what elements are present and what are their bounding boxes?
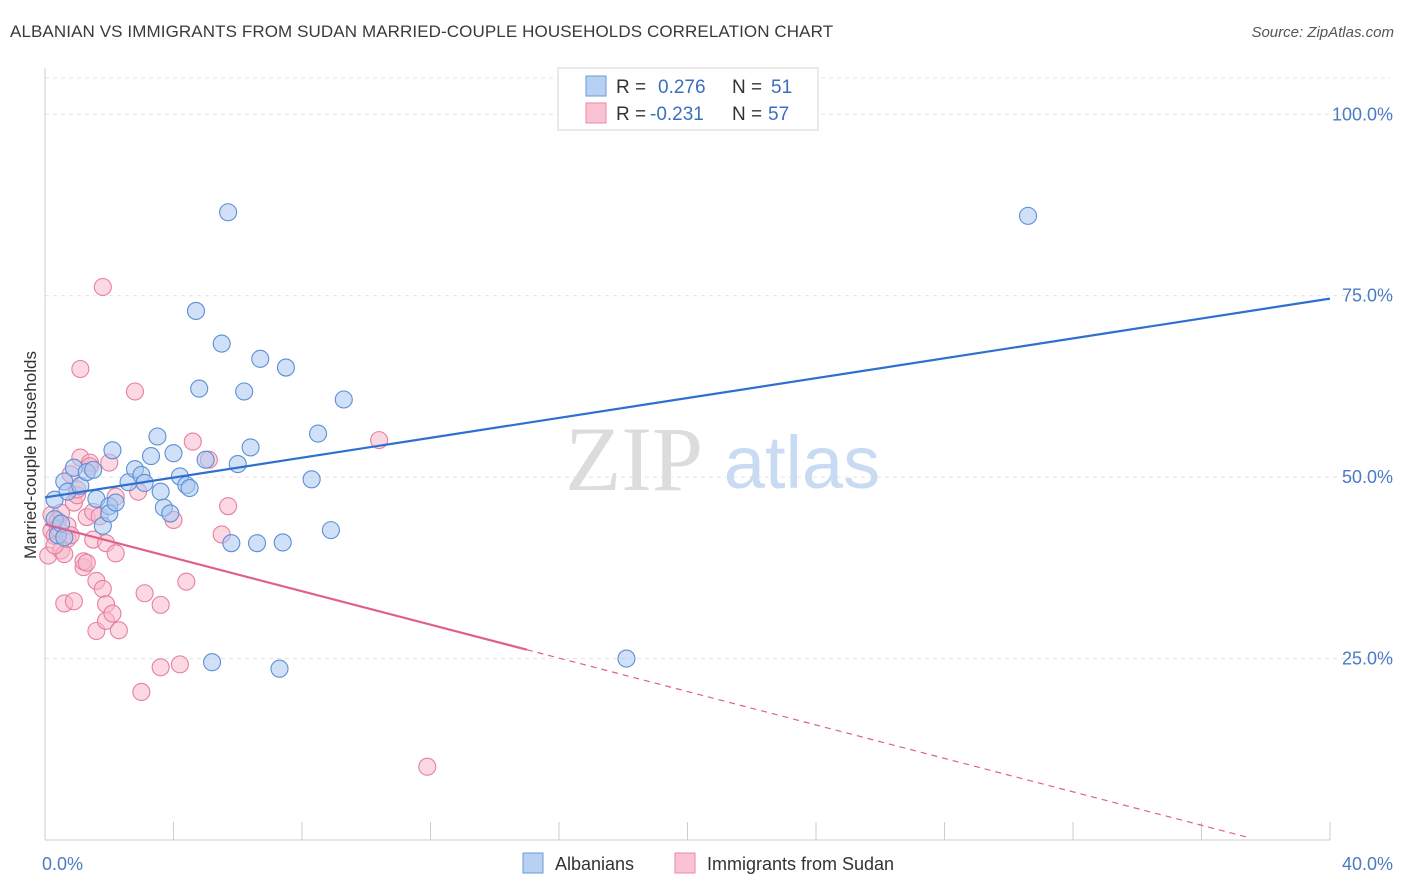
y-tick-label-75: 75.0% xyxy=(1342,286,1393,306)
point-sudan-40 xyxy=(109,621,128,640)
point-sudan-22 xyxy=(77,553,96,572)
legend-r-value-2: -0.231 xyxy=(650,104,704,125)
point-sudan-45 xyxy=(151,595,170,614)
trend-line-albanians xyxy=(44,297,1331,499)
legend-n-label-2: N = xyxy=(732,104,762,125)
point-sudan-37 xyxy=(103,604,122,623)
point-sudan-55 xyxy=(418,757,437,776)
point-sudan-49 xyxy=(183,432,202,451)
legend-swatch-sudan xyxy=(585,102,607,124)
point-albanians-26 xyxy=(164,444,183,463)
point-albanians-42 xyxy=(273,533,292,552)
legend-n-value-2: 57 xyxy=(768,104,789,125)
legend: R = 0.276 N = 51 R = -0.231 N = 57 xyxy=(557,67,819,131)
point-sudan-41 xyxy=(125,382,144,401)
legend-r-label-2: R = xyxy=(616,104,646,125)
point-albanians-22 xyxy=(148,427,167,446)
point-sudan-44 xyxy=(135,584,154,603)
point-albanians-29 xyxy=(180,478,199,498)
y-axis-label: Married-couple Households xyxy=(21,351,40,559)
point-sudan-52 xyxy=(219,497,238,516)
point-albanians-10 xyxy=(84,460,103,479)
point-albanians-50 xyxy=(1018,206,1038,225)
point-albanians-43 xyxy=(276,358,295,377)
point-albanians-45 xyxy=(302,470,321,489)
point-albanians-16 xyxy=(106,493,125,512)
bottom-legend-swatch-sudan xyxy=(674,852,696,874)
point-albanians-35 xyxy=(219,203,238,222)
series-albanians-points xyxy=(45,203,1038,678)
legend-r-value-1: 0.276 xyxy=(658,77,706,98)
point-albanians-47 xyxy=(321,521,340,540)
grid xyxy=(45,77,1390,660)
point-albanians-41 xyxy=(251,349,270,368)
legend-n-label-1: N = xyxy=(732,77,762,98)
trend-lines xyxy=(44,297,1331,839)
point-sudan-47 xyxy=(170,655,189,674)
trend-line-sudan-solid xyxy=(44,523,528,651)
y-tick-label-100: 100.0% xyxy=(1332,104,1393,124)
point-albanians-46 xyxy=(309,424,328,443)
watermark-atlas: atlas xyxy=(724,421,880,504)
point-albanians-44 xyxy=(270,659,289,678)
point-sudan-32 xyxy=(93,579,112,598)
point-albanians-37 xyxy=(228,455,247,474)
point-albanians-32 xyxy=(196,450,215,469)
watermark: ZIP atlas xyxy=(565,408,880,510)
x-tick-label-max: 40.0% xyxy=(1342,854,1393,874)
point-sudan-38 xyxy=(106,544,125,563)
point-sudan-48 xyxy=(177,572,196,591)
point-sudan-31 xyxy=(93,277,112,297)
point-albanians-25 xyxy=(161,504,180,523)
point-albanians-48 xyxy=(334,390,353,409)
point-albanians-39 xyxy=(241,438,260,457)
point-albanians-21 xyxy=(141,447,161,466)
tick-labels: 25.0% 50.0% 75.0% 100.0% 0.0% 40.0% xyxy=(42,104,1393,874)
bottom-legend: Albanians Immigrants from Sudan xyxy=(522,852,894,874)
axes xyxy=(44,68,1331,841)
legend-r-label-1: R = xyxy=(616,77,646,98)
point-albanians-31 xyxy=(190,379,209,398)
point-albanians-38 xyxy=(235,382,254,401)
point-sudan-14 xyxy=(64,592,83,611)
point-albanians-33 xyxy=(203,653,222,672)
chart-title: ALBANIAN VS IMMIGRANTS FROM SUDAN MARRIE… xyxy=(10,22,834,41)
point-albanians-30 xyxy=(186,301,206,321)
x-tick-label-min: 0.0% xyxy=(42,854,83,874)
point-albanians-34 xyxy=(212,334,231,353)
point-sudan-46 xyxy=(151,658,170,677)
point-sudan-19 xyxy=(71,359,90,379)
point-albanians-36 xyxy=(222,534,241,553)
y-tick-label-25: 25.0% xyxy=(1342,649,1393,669)
point-albanians-23 xyxy=(151,482,170,501)
legend-n-value-1: 51 xyxy=(771,77,792,98)
point-albanians-40 xyxy=(247,534,267,553)
bottom-legend-swatch-albanians xyxy=(522,852,544,874)
bottom-legend-albanians: Albanians xyxy=(555,854,634,874)
trend-line-sudan-dashed xyxy=(526,649,1250,839)
point-albanians-49 xyxy=(617,649,636,668)
point-sudan-43 xyxy=(132,682,151,702)
bottom-legend-sudan: Immigrants from Sudan xyxy=(707,854,894,874)
legend-swatch-albanians xyxy=(585,75,607,97)
y-tick-label-50: 50.0% xyxy=(1342,467,1393,487)
point-albanians-15 xyxy=(103,441,122,460)
source-label: Source: ZipAtlas.com xyxy=(1251,24,1394,41)
watermark-zip: ZIP xyxy=(565,408,703,510)
